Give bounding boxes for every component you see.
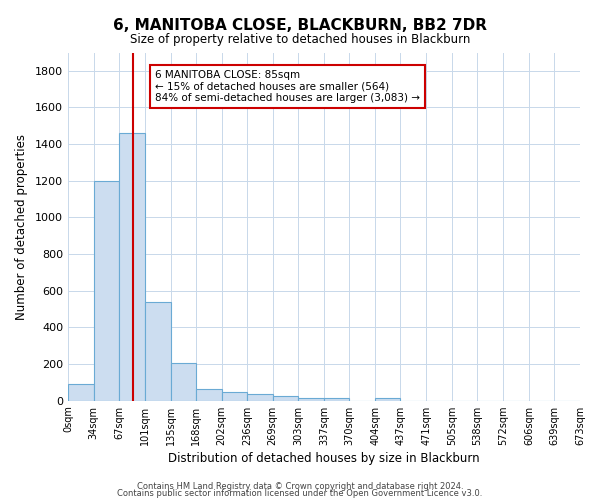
Text: 6, MANITOBA CLOSE, BLACKBURN, BB2 7DR: 6, MANITOBA CLOSE, BLACKBURN, BB2 7DR: [113, 18, 487, 32]
Text: Contains public sector information licensed under the Open Government Licence v3: Contains public sector information licen…: [118, 490, 482, 498]
Bar: [94, 181, 119, 400]
Bar: [376, 398, 400, 400]
Bar: [170, 363, 196, 401]
Text: Contains HM Land Registry data © Crown copyright and database right 2024.: Contains HM Land Registry data © Crown c…: [137, 482, 463, 491]
Bar: [221, 392, 247, 400]
Bar: [68, 384, 94, 400]
Bar: [196, 389, 221, 400]
Bar: [298, 398, 325, 400]
Text: Size of property relative to detached houses in Blackburn: Size of property relative to detached ho…: [130, 32, 470, 46]
Bar: [145, 302, 170, 400]
Bar: [325, 398, 349, 400]
Y-axis label: Number of detached properties: Number of detached properties: [15, 134, 28, 320]
X-axis label: Distribution of detached houses by size in Blackburn: Distribution of detached houses by size …: [168, 452, 480, 465]
Bar: [119, 133, 145, 400]
Text: 6 MANITOBA CLOSE: 85sqm
← 15% of detached houses are smaller (564)
84% of semi-d: 6 MANITOBA CLOSE: 85sqm ← 15% of detache…: [155, 70, 420, 103]
Bar: [272, 396, 298, 400]
Bar: [247, 394, 272, 400]
